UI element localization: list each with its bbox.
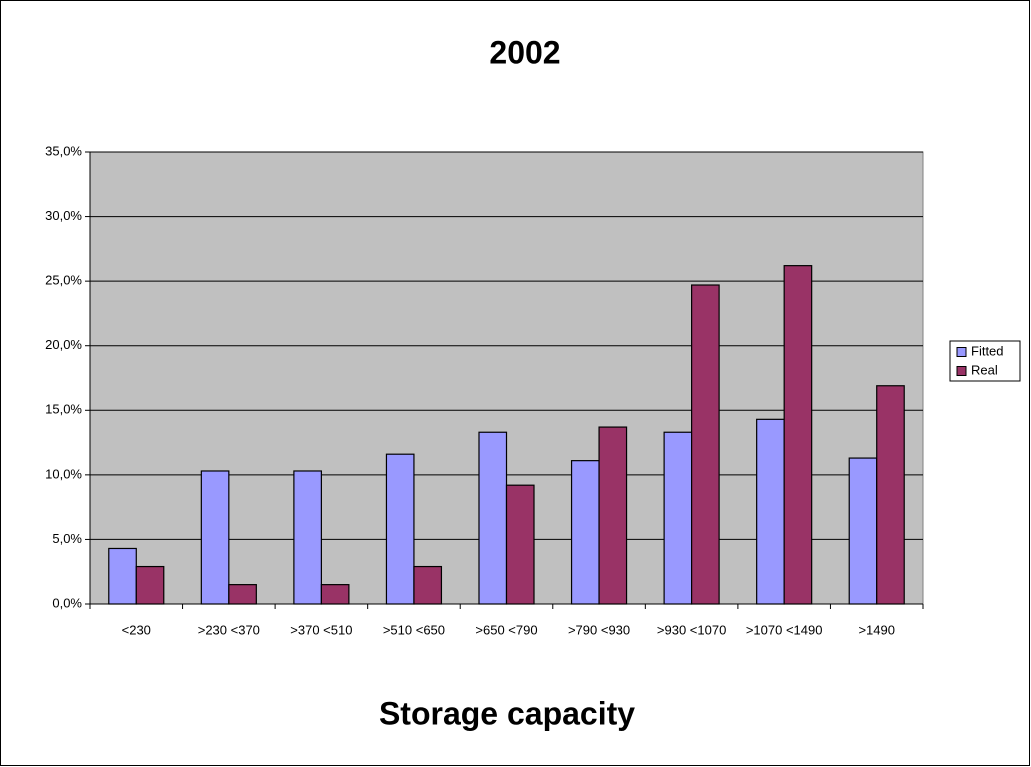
x-tick-label: <230 — [122, 622, 151, 637]
bar — [848, 457, 878, 605]
x-tick-label: >930 <1070 — [657, 622, 726, 637]
x-tick-label: >1490 — [858, 622, 895, 637]
y-tick-label: 30,0% — [45, 208, 82, 223]
legend-label: Real — [971, 362, 998, 377]
y-tick-label: 0,0% — [52, 595, 82, 610]
chart-title: 2002 — [489, 34, 560, 70]
x-tick-label: >1070 <1490 — [746, 622, 823, 637]
bar — [876, 385, 905, 605]
y-tick-label: 35,0% — [45, 143, 82, 158]
bar — [413, 565, 443, 605]
bar — [756, 418, 785, 605]
bar — [691, 284, 720, 605]
bar — [108, 547, 137, 605]
legend-label: Fitted — [971, 343, 1004, 358]
x-tick-label: >230 <370 — [198, 622, 260, 637]
x-tick-label: >790 <930 — [568, 622, 630, 637]
y-tick-label: 20,0% — [45, 337, 82, 352]
legend-swatch — [956, 347, 967, 357]
y-tick-label: 25,0% — [45, 273, 82, 288]
bar — [570, 460, 600, 605]
bar — [478, 431, 508, 605]
y-tick-label: 5,0% — [52, 531, 82, 546]
bar — [293, 470, 322, 605]
legend-swatch — [956, 366, 967, 376]
bar — [783, 265, 813, 605]
bar — [598, 426, 628, 605]
bar — [320, 584, 350, 605]
bar — [135, 565, 165, 605]
x-tick-label: >370 <510 — [290, 622, 352, 637]
bar — [228, 584, 257, 605]
x-tick-label: >510 <650 — [383, 622, 445, 637]
y-tick-label: 15,0% — [45, 402, 82, 417]
y-tick-label: 10,0% — [45, 466, 82, 481]
bar — [200, 470, 230, 605]
x-axis-title: Storage capacity — [379, 695, 635, 731]
x-tick-label: >650 <790 — [475, 622, 537, 637]
bar — [663, 431, 693, 605]
bar — [505, 484, 535, 605]
bar — [385, 453, 415, 605]
